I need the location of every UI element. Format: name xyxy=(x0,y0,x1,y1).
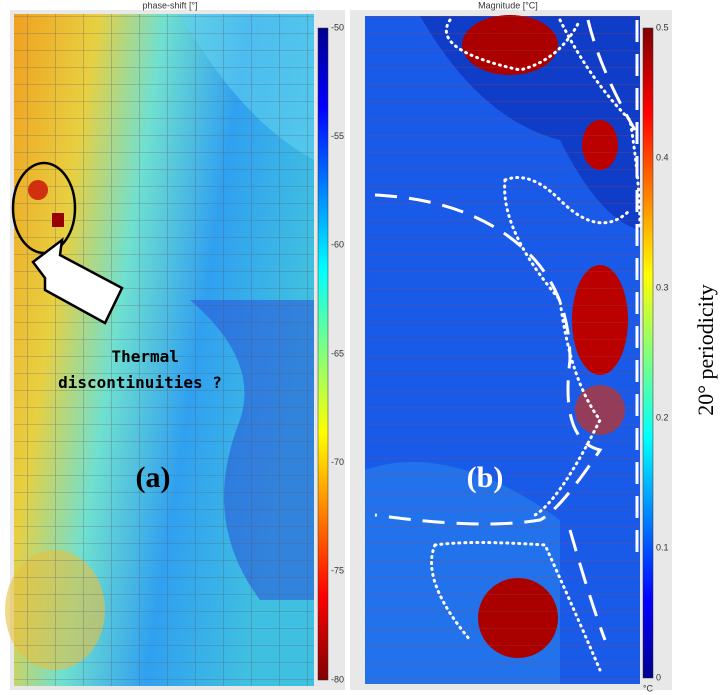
grid-overlay xyxy=(365,16,640,684)
colorbar-tick-label: -70 xyxy=(331,457,344,467)
annotation: Thermal discontinuities ? xyxy=(58,347,222,392)
colorbar-tick-label: -50 xyxy=(331,22,344,32)
colorbar xyxy=(642,27,654,679)
panel-title: Magnitude [°C] xyxy=(478,0,538,10)
colorbar-tick-label: 0.4 xyxy=(656,152,669,162)
colorbar-tick-label: -55 xyxy=(331,131,344,141)
overlay-curves xyxy=(374,18,642,672)
grid-overlay xyxy=(14,14,314,686)
colorbar-tick-label: -80 xyxy=(331,674,344,684)
hot-spot xyxy=(52,213,64,227)
hot-spot xyxy=(28,180,48,200)
arrow xyxy=(31,237,124,325)
colorbar-tick-label: -60 xyxy=(331,240,344,250)
annotation-line: Thermal xyxy=(111,347,178,366)
colorbar-tick-label: 0.3 xyxy=(656,282,669,292)
colorbar-unit: °C xyxy=(643,683,654,693)
colorbar-ticks: 0.5 0.4 0.3 0.2 0.1 0 xyxy=(656,22,669,682)
colorbar xyxy=(317,27,329,681)
colorbar-tick-label: 0.2 xyxy=(656,412,669,422)
panel-label: (b) xyxy=(467,461,504,494)
panel-label: (a) xyxy=(136,461,171,494)
colorbar-tick-label: -75 xyxy=(331,566,344,576)
colorbar-tick-label: 0.5 xyxy=(656,22,669,32)
colorbar-ticks: -50 -55 -60 -65 -70 -75 -80 xyxy=(331,22,344,684)
colorbar-tick-label: 0.1 xyxy=(656,542,669,552)
side-label: 20° periodicity xyxy=(693,284,718,416)
colorbar-tick-label: -65 xyxy=(331,348,344,358)
panel-title: phase-shift [°] xyxy=(142,0,197,10)
colorbar-tick-label: 0 xyxy=(656,672,661,682)
annotation-line: discontinuities ? xyxy=(58,373,222,392)
